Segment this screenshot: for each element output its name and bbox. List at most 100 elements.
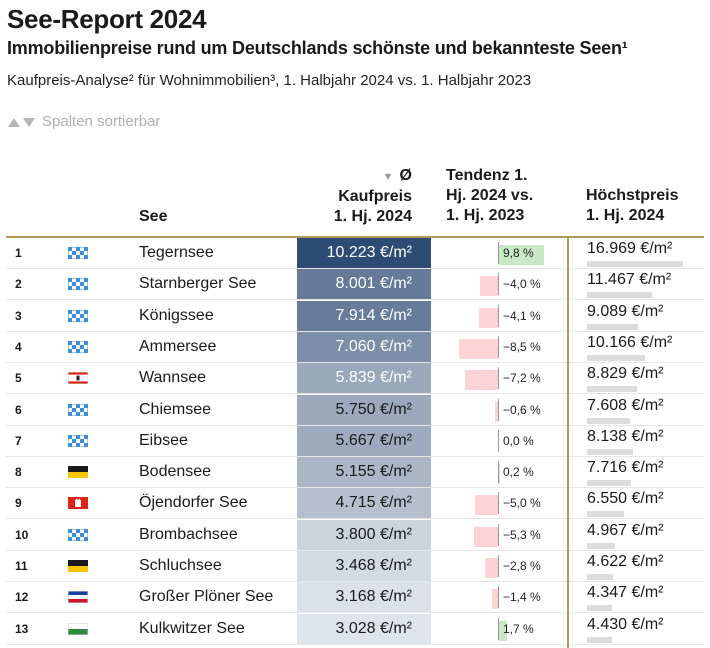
price-cell: 5.750 €/m² — [297, 394, 431, 425]
lake-name: Königssee — [139, 306, 214, 324]
trend-zero-line — [498, 586, 499, 609]
column-header-trend-line2: Hj. 2024 vs. — [446, 187, 534, 204]
sort-desc-icon: ▼ — [382, 171, 394, 183]
price-value: 7.914 €/m² — [335, 306, 412, 324]
trend-value: −5,3 % — [503, 527, 541, 542]
trend-zero-line — [498, 429, 499, 452]
trend-bar — [458, 338, 498, 359]
price-cell: 5.667 €/m² — [297, 425, 431, 456]
rank-label: 9 — [15, 496, 22, 511]
lake-name: Bodensee — [139, 463, 212, 481]
table-row: 10 Brombachsee 3.800 €/m² −5,3 % 4.967 €/m² — [6, 519, 704, 551]
price-cell: 7.914 €/m² — [297, 300, 431, 331]
column-header-see[interactable]: See — [139, 208, 168, 225]
max-price-value: 4.430 €/m² — [587, 615, 664, 633]
table-row: 12 Großer Plöner See 3.168 €/m² −1,4 % 4.347… — [6, 582, 704, 614]
table-row: 2 Starnberger See 8.001 €/m² −4,0 % 11.467 €… — [6, 269, 704, 301]
max-price-bar — [587, 354, 645, 361]
column-header-trend-line1: Tendenz 1. — [446, 167, 528, 184]
trend-value: 0,2 % — [503, 465, 534, 480]
lake-name: Brombachsee — [139, 525, 238, 543]
sort-arrows-icon — [7, 116, 37, 128]
trend-value: −1,4 % — [503, 590, 541, 605]
page-subtitle: Immobilienpreise rund um Deutschlands sc… — [7, 38, 628, 58]
trend-zero-line — [498, 555, 499, 577]
table-row: 4 Ammersee 7.060 €/m² −8,5 % 10.166 €/m² — [6, 331, 704, 363]
column-header-price-line1: Ø — [399, 167, 412, 184]
max-price-value: 8.829 €/m² — [587, 365, 664, 383]
max-price-value: 7.716 €/m² — [587, 459, 664, 477]
max-price-bar — [587, 261, 683, 267]
max-price-value: 10.166 €/m² — [587, 333, 673, 351]
trend-bar — [499, 245, 545, 265]
berlin-flag-icon — [68, 372, 88, 385]
trend-bar — [473, 526, 498, 547]
column-header-price-line2: Kaufpreis — [338, 188, 412, 205]
bayern-flag-icon — [68, 434, 88, 447]
rank-label: 11 — [15, 559, 28, 573]
bayern-flag-icon — [68, 247, 88, 259]
table-row: 6 Chiemsee 5.750 €/m² −0,6 % 7.608 €/m² — [6, 394, 704, 426]
price-value: 5.750 €/m² — [335, 400, 412, 418]
trend-bar — [464, 370, 498, 391]
price-value: 4.715 €/m² — [335, 494, 412, 512]
table-row: 13 Kulkwitzer See 3.028 €/m² 1,7 % 4.430 €/m… — [6, 613, 704, 645]
trend-value: 1,7 % — [503, 621, 534, 636]
max-price-value: 6.550 €/m² — [587, 490, 664, 508]
lake-name: Großer Plöner See — [139, 588, 274, 606]
lake-name: Chiemsee — [139, 400, 212, 418]
table-row: 9 Öjendorfer See 4.715 €/m² −5,0 % 6.550 €/m… — [6, 488, 704, 520]
trend-bar — [495, 401, 498, 422]
max-price-value: 8.138 €/m² — [587, 427, 664, 445]
rank-label: 4 — [15, 339, 22, 354]
table-row: 1 Tegernsee 10.223 €/m² 9,8 % 16.969 €/m² — [6, 238, 704, 269]
max-price-bar — [587, 605, 612, 612]
page-description: Kaufpreis-Analyse² für Wohnimmobilien³, … — [7, 72, 532, 89]
bayern-flag-icon — [68, 340, 88, 353]
price-cell: 8.001 €/m² — [297, 269, 431, 300]
rank-label: 5 — [15, 371, 22, 386]
column-header-max[interactable]: Höchstpreis 1. Hj. 2024 — [586, 186, 706, 226]
lake-name: Eibsee — [139, 431, 188, 449]
max-price-value: 7.608 €/m² — [587, 396, 664, 414]
trend-bar — [479, 276, 498, 297]
bayern-flag-icon — [68, 403, 88, 416]
price-cell: 3.028 €/m² — [297, 613, 431, 644]
trend-value: −2,8 % — [503, 559, 541, 573]
max-price-value: 4.622 €/m² — [587, 553, 664, 570]
table-row: 7 Eibsee 5.667 €/m² 0,0 % 8.138 €/m² — [6, 425, 704, 457]
rank-label: 3 — [15, 308, 22, 323]
price-value: 5.839 €/m² — [335, 369, 412, 387]
price-value: 8.001 €/m² — [335, 275, 412, 293]
column-header-max-line1: Höchstpreis — [586, 187, 679, 204]
bayern-flag-icon — [68, 309, 88, 322]
column-header-price-line3: 1. Hj. 2024 — [333, 208, 412, 225]
column-divider — [567, 236, 569, 648]
rank-label: 2 — [15, 277, 22, 292]
max-price-value: 11.467 €/m² — [587, 271, 672, 289]
trend-zero-line — [498, 335, 499, 358]
trend-zero-line — [498, 242, 499, 264]
trend-zero-line — [498, 461, 499, 484]
price-cell: 10.223 €/m² — [297, 238, 431, 268]
max-price-bar — [587, 542, 616, 549]
max-price-bar — [587, 480, 631, 487]
trend-zero-line — [498, 617, 499, 640]
price-value: 10.223 €/m² — [326, 244, 412, 261]
baden-wuerttemberg-flag-icon — [68, 466, 88, 479]
trend-bar — [499, 464, 500, 485]
hamburg-flag-icon — [68, 497, 88, 510]
price-cell: 3.800 €/m² — [297, 519, 431, 550]
price-value: 7.060 €/m² — [335, 337, 412, 355]
column-header-price[interactable]: ▼ Ø Kaufpreis 1. Hj. 2024 — [296, 166, 412, 227]
trend-value: −8,5 % — [503, 339, 541, 354]
baden-wuerttemberg-flag-icon — [68, 560, 88, 572]
lake-name: Öjendorfer See — [139, 494, 248, 512]
trend-value: 9,8 % — [503, 246, 534, 260]
rank-label: 1 — [15, 246, 22, 260]
trend-bar — [475, 495, 498, 516]
column-header-trend[interactable]: Tendenz 1. Hj. 2024 vs. 1. Hj. 2023 — [446, 166, 556, 226]
rank-label: 13 — [15, 621, 29, 636]
max-price-value: 4.347 €/m² — [587, 584, 664, 602]
price-cell: 5.839 €/m² — [297, 363, 431, 394]
